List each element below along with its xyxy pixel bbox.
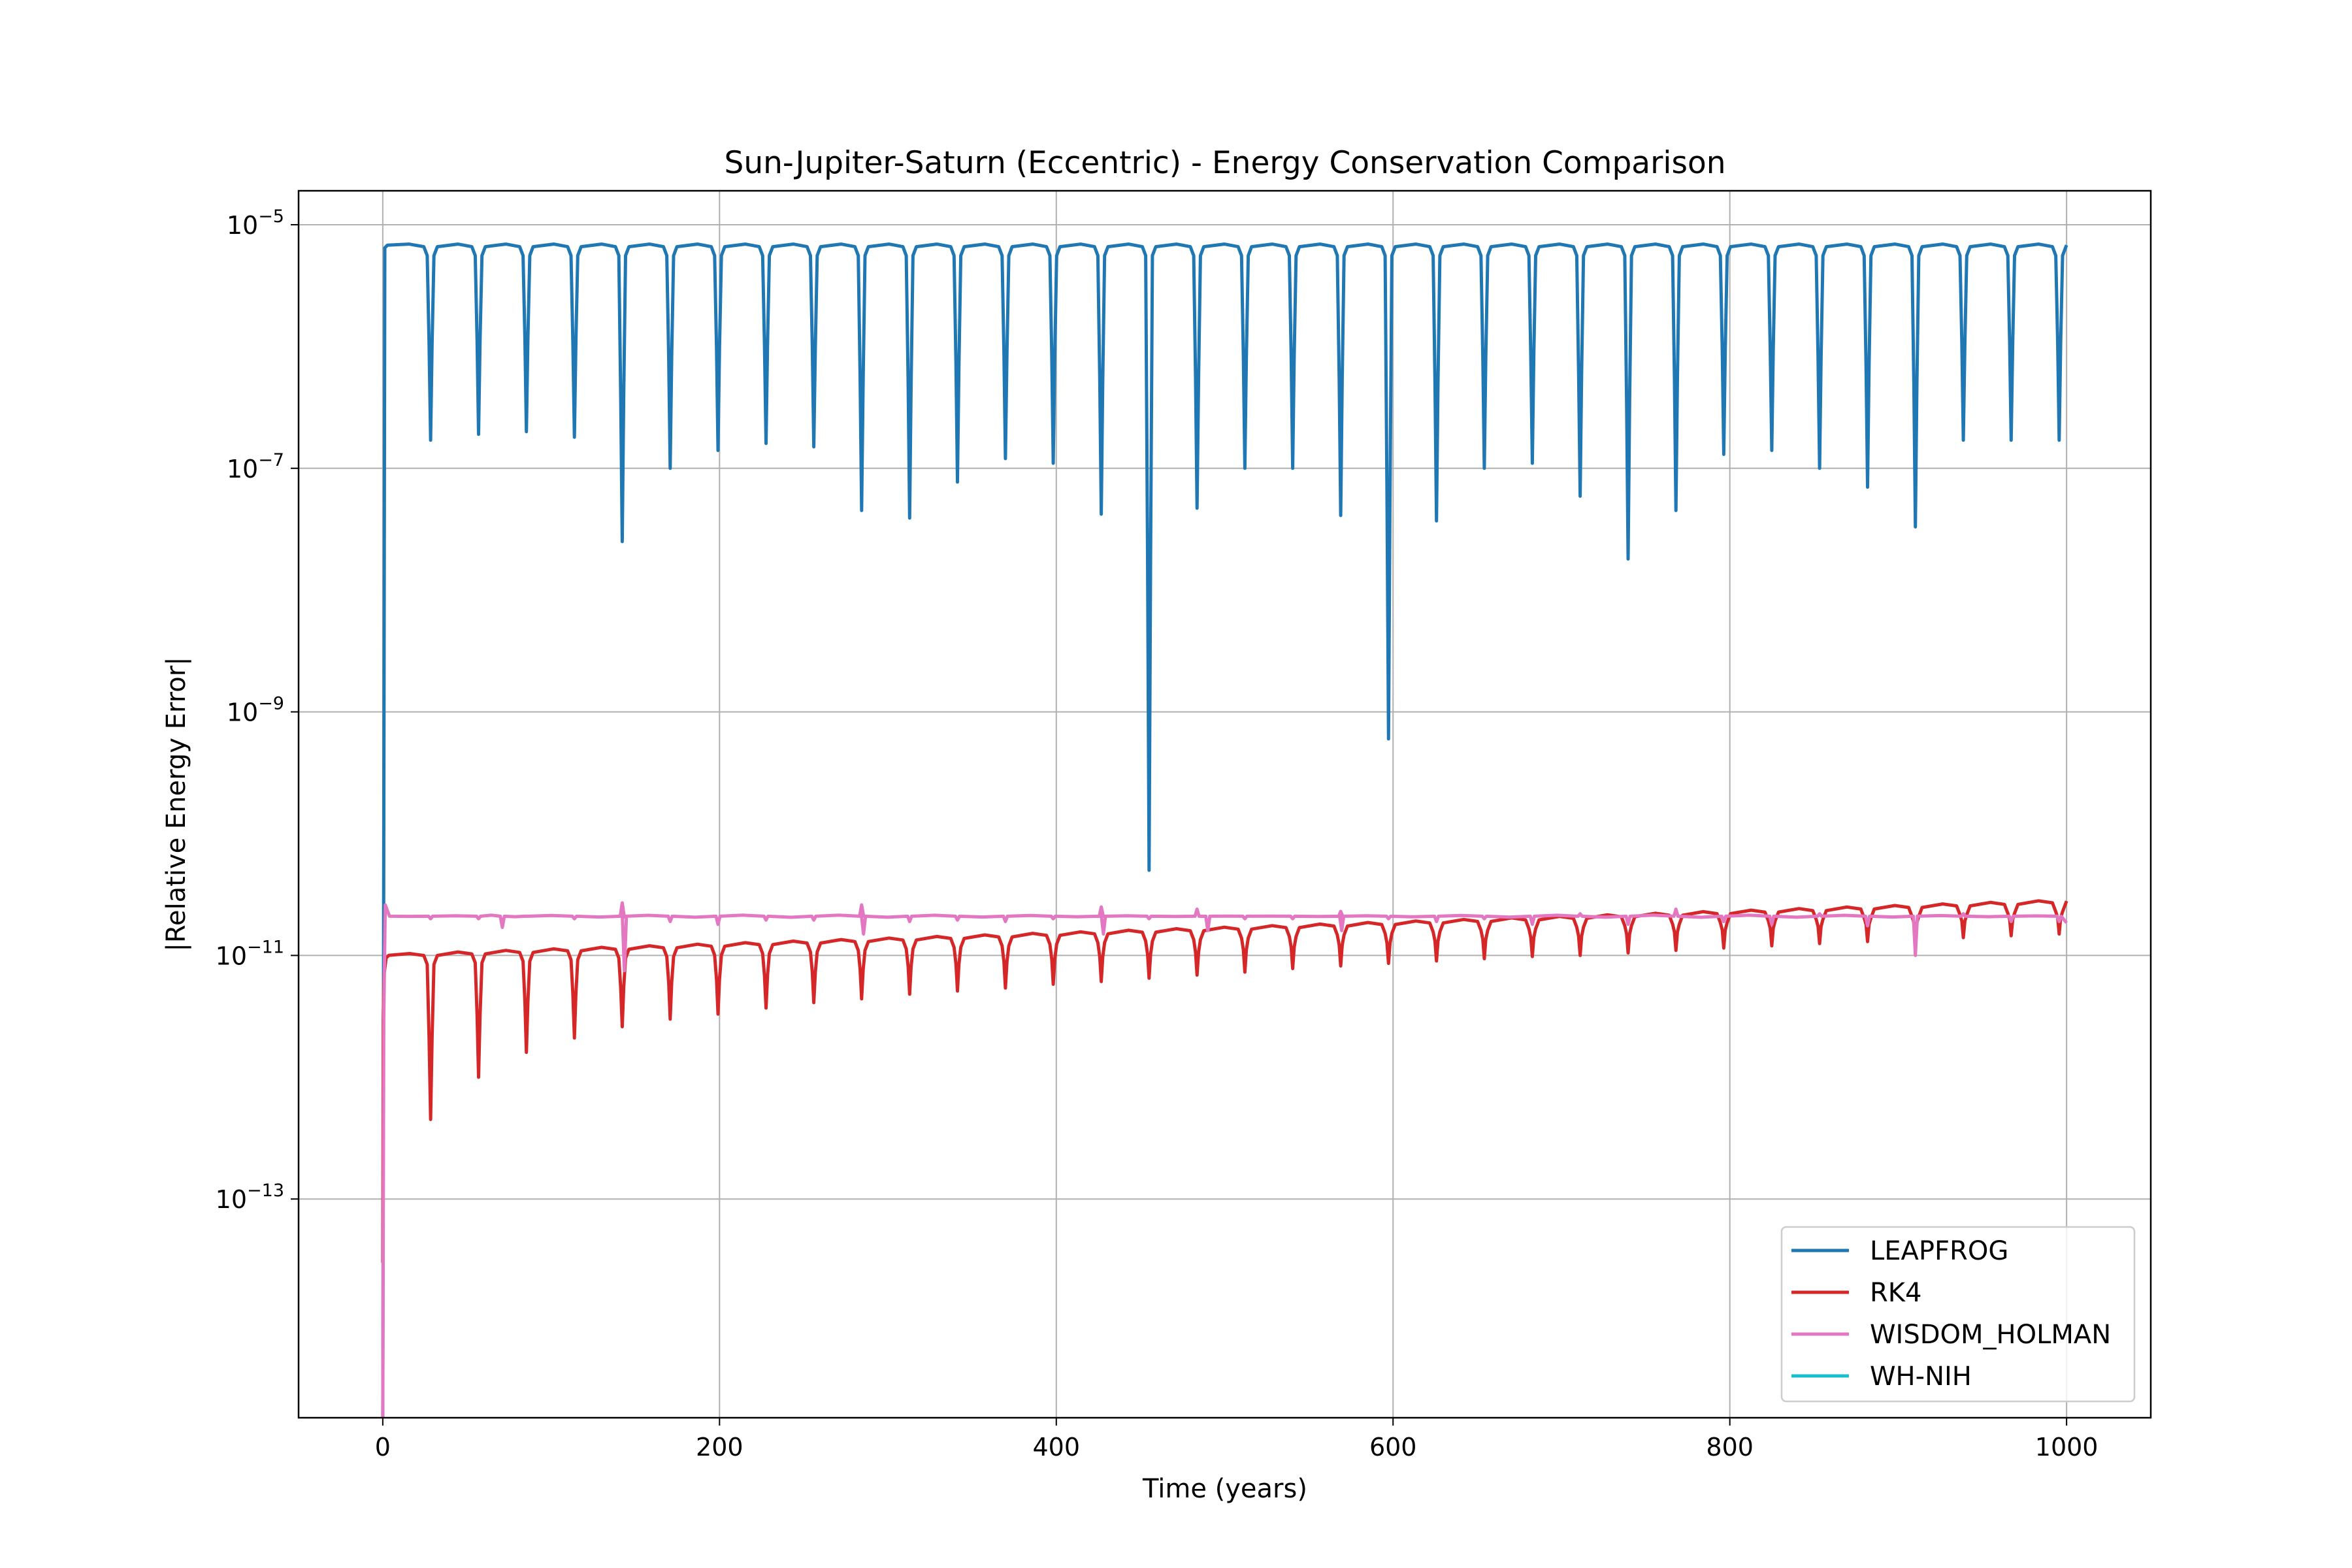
plot-frame: [297, 189, 2152, 1419]
legend-label: WH-NIH: [1870, 1362, 1972, 1392]
x-axis-ticks: 0 200 400 600 800 1000: [375, 1418, 2099, 1462]
y-axis-title: |Relative Energy Error|: [161, 657, 191, 951]
x-tick-label: 800: [1706, 1433, 1754, 1462]
legend-label: WISDOM_HOLMAN: [1870, 1320, 2111, 1350]
series-line-rk4: [381, 899, 2068, 1263]
y-tick-label: 10−9: [227, 694, 284, 727]
y-tick-label: 10−13: [216, 1181, 284, 1214]
x-tick-label: 600: [1369, 1433, 1417, 1462]
series-line-wisdom-holman: [381, 901, 2068, 1418]
x-tick-label: 0: [375, 1433, 391, 1462]
y-tick-label: 10−11: [216, 937, 284, 970]
legend: LEAPFROG RK4 WISDOM_HOLMAN WH-NIH: [1780, 1226, 2136, 1403]
x-tick-label: 400: [1033, 1433, 1081, 1462]
y-axis-ticks: 10−5 10−7 10−9 10−11 10−13: [216, 206, 299, 1214]
x-axis-title: Time (years): [1142, 1474, 1307, 1504]
series-line-leapfrog: [381, 242, 2068, 1418]
legend-label: RK4: [1870, 1278, 1921, 1308]
y-tick-label: 10−7: [227, 450, 284, 483]
legend-label: LEAPFROG: [1870, 1236, 2008, 1266]
plot-series: [381, 242, 2068, 1418]
y-tick-label: 10−5: [227, 206, 284, 240]
grid-lines: [299, 191, 2151, 1418]
legend-box: [1780, 1226, 2136, 1403]
chart-title: Sun-Jupiter-Saturn (Eccentric) - Energy …: [724, 145, 1725, 181]
x-tick-label: 200: [696, 1433, 743, 1462]
x-tick-label: 1000: [2035, 1433, 2099, 1462]
